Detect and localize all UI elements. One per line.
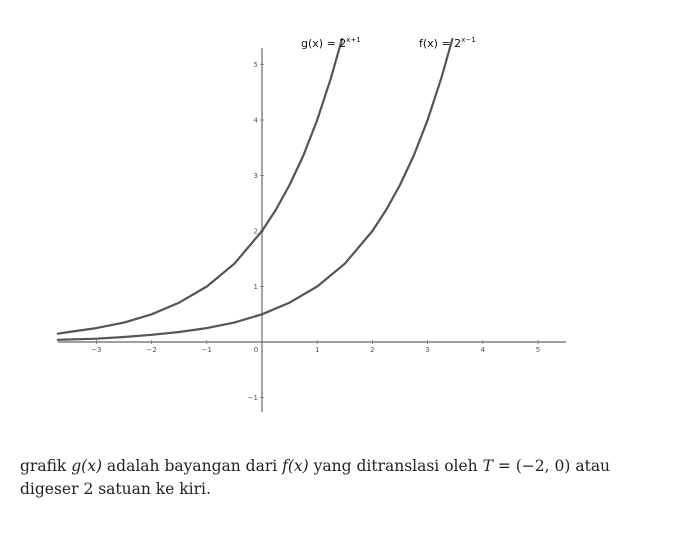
x-tick-label: 5	[536, 346, 540, 354]
exponential-graph: −3 −2 −1 0 1 2 3 4 5 −1 1 2 3 4 5 g(x) = 2x+1 f(x) = 2x…	[56, 36, 566, 412]
x-tick-label: 1	[315, 346, 319, 354]
x-tick-label: −1	[202, 346, 212, 354]
curve-f	[56, 37, 454, 341]
x-tick-label: 0	[254, 346, 258, 354]
tick-marks: −3 −2 −1 0 1 2 3 4 5 −1 1 2 3 4 5	[91, 61, 540, 402]
y-tick-label: 3	[254, 172, 258, 180]
y-tick-label: −1	[248, 394, 258, 402]
caption-text-1: grafik	[20, 457, 72, 475]
caption-text-3: yang ditranslasi oleh	[308, 457, 483, 475]
y-tick-label: 5	[254, 61, 258, 69]
y-tick-label: 4	[254, 117, 259, 125]
x-tick-label: 2	[370, 346, 374, 354]
x-tick-label: 3	[425, 346, 429, 354]
curves	[56, 37, 454, 341]
caption-math-t: T	[482, 457, 493, 475]
x-tick-label: −2	[146, 346, 156, 354]
caption-math-f: f(x)	[282, 457, 309, 475]
curve-g	[56, 37, 344, 335]
x-tick-label: 4	[481, 346, 486, 354]
caption-line-2: digeser 2 satuan ke kiri.	[20, 480, 211, 498]
y-tick-label: 2	[254, 228, 258, 236]
axes	[57, 48, 566, 412]
caption-text-2: adalah bayangan dari	[102, 457, 283, 475]
x-tick-label: −3	[91, 346, 101, 354]
caption-math-g: g(x)	[71, 457, 102, 475]
label-g: g(x) = 2x+1	[301, 36, 361, 50]
caption-text-4: = (−2, 0) atau	[492, 457, 611, 475]
function-labels: g(x) = 2x+1 f(x) = 2x−1	[301, 36, 476, 50]
label-f: f(x) = 2x−1	[419, 36, 476, 50]
caption: grafik g(x) adalah bayangan dari f(x) ya…	[20, 455, 660, 501]
y-tick-label: 1	[254, 283, 258, 291]
